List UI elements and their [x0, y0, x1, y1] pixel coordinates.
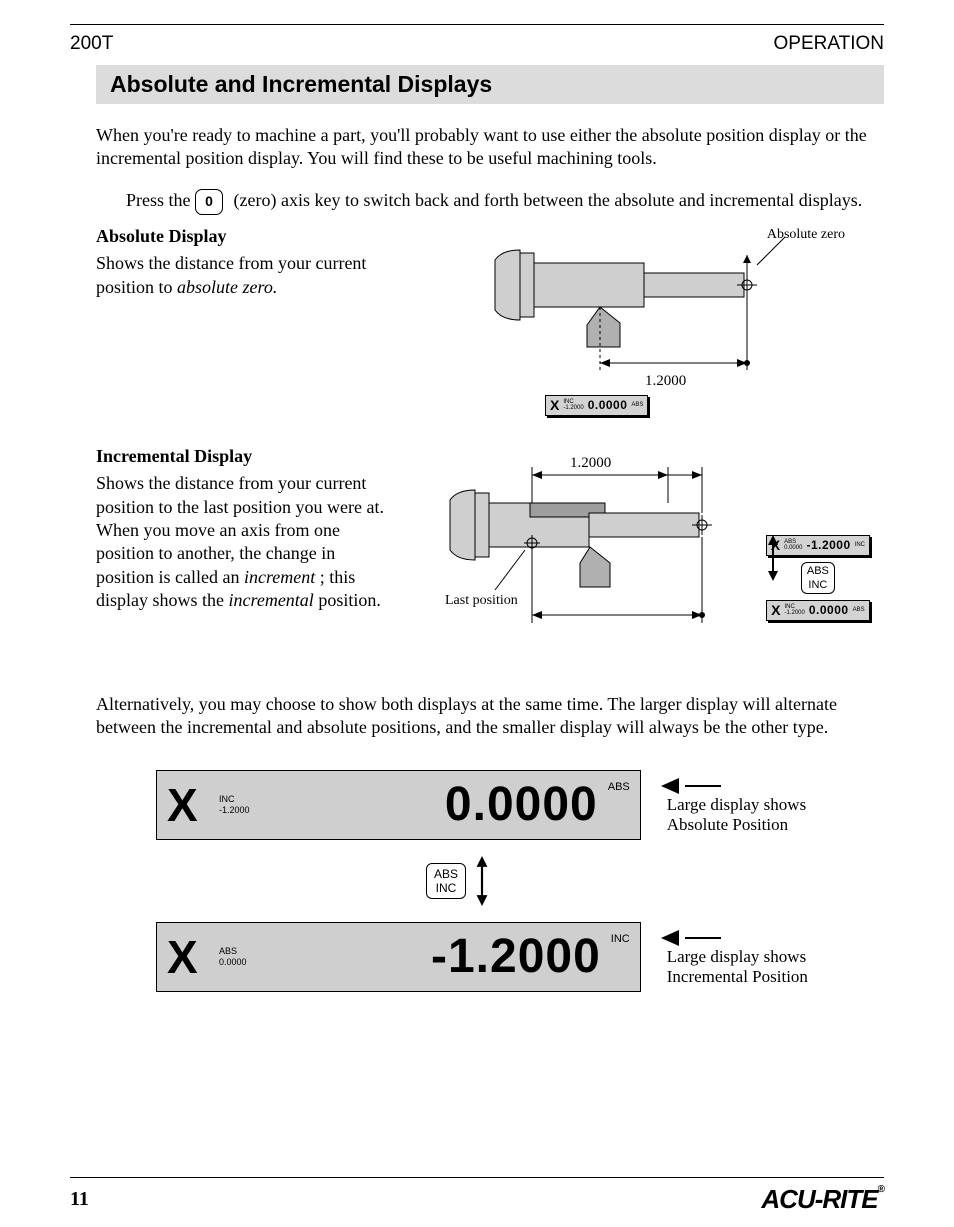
inc-mini-top-side: ABS 0.0000 [784, 539, 802, 551]
abs-inc-key-small: ABS INC [801, 562, 835, 594]
arrow-left-icon-2 [661, 930, 679, 946]
lcd1-tag: ABS [608, 781, 630, 793]
inc-dimension: 1.2000 [570, 455, 611, 472]
inc-mini-stack: X ABS 0.0000 -1.2000 INC ABS INC [766, 535, 870, 621]
header-left: 200T [70, 33, 113, 55]
toggle-paragraph: Press the 0 (zero) axis key to switch ba… [126, 189, 884, 215]
inc-mini-bot-axis: X [771, 602, 780, 618]
page-header: 200T OPERATION [70, 33, 884, 55]
abs-mini-tag: ABS [631, 402, 643, 408]
incremental-section: Incremental Display Shows the distance f… [96, 445, 884, 675]
absolute-lathe-svg [485, 225, 815, 435]
last-position-callout: Last position [445, 593, 518, 609]
lcd1-axis: X [167, 778, 211, 832]
abs-zero-callout: Absolute zero [767, 227, 845, 243]
lcd1-side1: INC [219, 794, 235, 804]
lcd2-annot-wrap: Large display shows Incremental Position [661, 927, 884, 987]
abs-mini-lcd: X INC -1.2000 0.0000 ABS [545, 395, 648, 416]
arrow-left-icon [661, 778, 679, 794]
incremental-heading: Incremental Display [96, 445, 396, 468]
inc-mini-bot-tag: ABS [853, 607, 865, 613]
inc-body1-suffix2: position. [318, 590, 381, 610]
brand-logo: ACU-RITE® [761, 1184, 884, 1215]
brand-reg-icon: ® [878, 1184, 884, 1195]
lcd2-side2: 0.0000 [219, 957, 247, 967]
arrow-line-icon-2 [685, 937, 721, 939]
lcd-bar-inc: X ABS 0.0000 -1.2000 INC [156, 922, 641, 992]
header-right: OPERATION [774, 33, 885, 55]
absolute-section: Absolute Display Shows the distance from… [96, 225, 884, 435]
arrow-line-icon [685, 785, 721, 787]
incremental-body: Shows the distance from your current pos… [96, 472, 396, 612]
abs-mini-axis: X [550, 397, 559, 413]
abs-inc-key-bot: INC [436, 881, 457, 895]
inc-mini-lcd-top: X ABS 0.0000 -1.2000 INC [766, 535, 870, 556]
abs-inc-key-small-bot: INC [808, 579, 827, 591]
page-number: 11 [70, 1188, 89, 1211]
swap-arrows-icon-large [474, 856, 490, 906]
intro-paragraph: When you're ready to machine a part, you… [96, 124, 884, 171]
lcd2-val: -1.2000 [431, 929, 601, 984]
abs-inc-key: ABS INC [426, 863, 466, 899]
inc-mini-lcd-bot: X INC -1.2000 0.0000 ABS [766, 600, 869, 621]
abs-mini-val: 0.0000 [588, 398, 628, 412]
lcd2-side1: ABS [219, 946, 237, 956]
swap-arrows-icon [766, 535, 780, 581]
inc-body1-em: increment [244, 567, 315, 587]
absolute-body: Shows the distance from your current pos… [96, 252, 396, 299]
lcd1-sideinfo: INC -1.2000 [219, 794, 309, 816]
absolute-figure: Absolute zero 1.2000 X INC -1.2000 0.000… [485, 225, 815, 435]
top-rule [70, 24, 884, 25]
lcd2-sideinfo: ABS 0.0000 [219, 946, 309, 968]
inc-mini-bot-incval: -1.2000 [785, 610, 805, 616]
lcd2-axis: X [167, 930, 211, 984]
inc-mini-bot-side: INC -1.2000 [785, 604, 805, 616]
zero-axis-key-icon: 0 [195, 189, 223, 215]
abs-dimension: 1.2000 [645, 373, 686, 390]
absolute-heading: Absolute Display [96, 225, 396, 248]
lcd1-annot-wrap: Large display shows Absolute Position [661, 775, 884, 835]
swap-key-row: ABS INC [426, 856, 884, 906]
abs-mini-side: INC -1.2000 [563, 399, 583, 411]
inc-mini-top-absval: 0.0000 [784, 545, 802, 551]
abs-inc-key-top: ABS [434, 867, 458, 881]
inc-mini-top-tag: INC [855, 542, 865, 548]
lcd-bar-abs: X INC -1.2000 0.0000 ABS [156, 770, 641, 840]
section-title: Absolute and Incremental Displays [96, 65, 884, 104]
lcd1-side2: -1.2000 [219, 805, 250, 815]
lcd2-tag: INC [611, 933, 630, 945]
inc-mini-top-val: -1.2000 [806, 538, 850, 552]
inc-body1-em2: incremental [229, 590, 314, 610]
incremental-figure: 1.2000 Last position X ABS 0.0000 -1.200… [440, 445, 860, 675]
lcd-row-inc: X ABS 0.0000 -1.2000 INC Large display s… [156, 922, 884, 992]
lcd1-val: 0.0000 [445, 777, 598, 832]
brand-text: ACU-RITE [761, 1184, 877, 1214]
lcd-row-abs: X INC -1.2000 0.0000 ABS Large display s… [156, 770, 884, 840]
abs-mini-incval: -1.2000 [563, 405, 583, 411]
alt-paragraph: Alternatively, you may choose to show bo… [96, 693, 884, 740]
lcd-block: X INC -1.2000 0.0000 ABS Large display s… [156, 770, 884, 992]
lcd2-annot: Large display shows Incremental Position [667, 947, 837, 987]
lcd1-annot: Large display shows Absolute Position [667, 795, 837, 835]
toggle-suffix: (zero) axis key to switch back and forth… [234, 190, 863, 210]
toggle-prefix: Press the [126, 190, 195, 210]
inc-mini-bot-val: 0.0000 [809, 603, 849, 617]
absolute-body-em: absolute zero. [177, 277, 277, 297]
page-footer: 11 ACU-RITE® [70, 1177, 884, 1215]
abs-inc-key-small-top: ABS [807, 565, 829, 577]
abs-mini-lcd-wrap: X INC -1.2000 0.0000 ABS [545, 395, 648, 416]
